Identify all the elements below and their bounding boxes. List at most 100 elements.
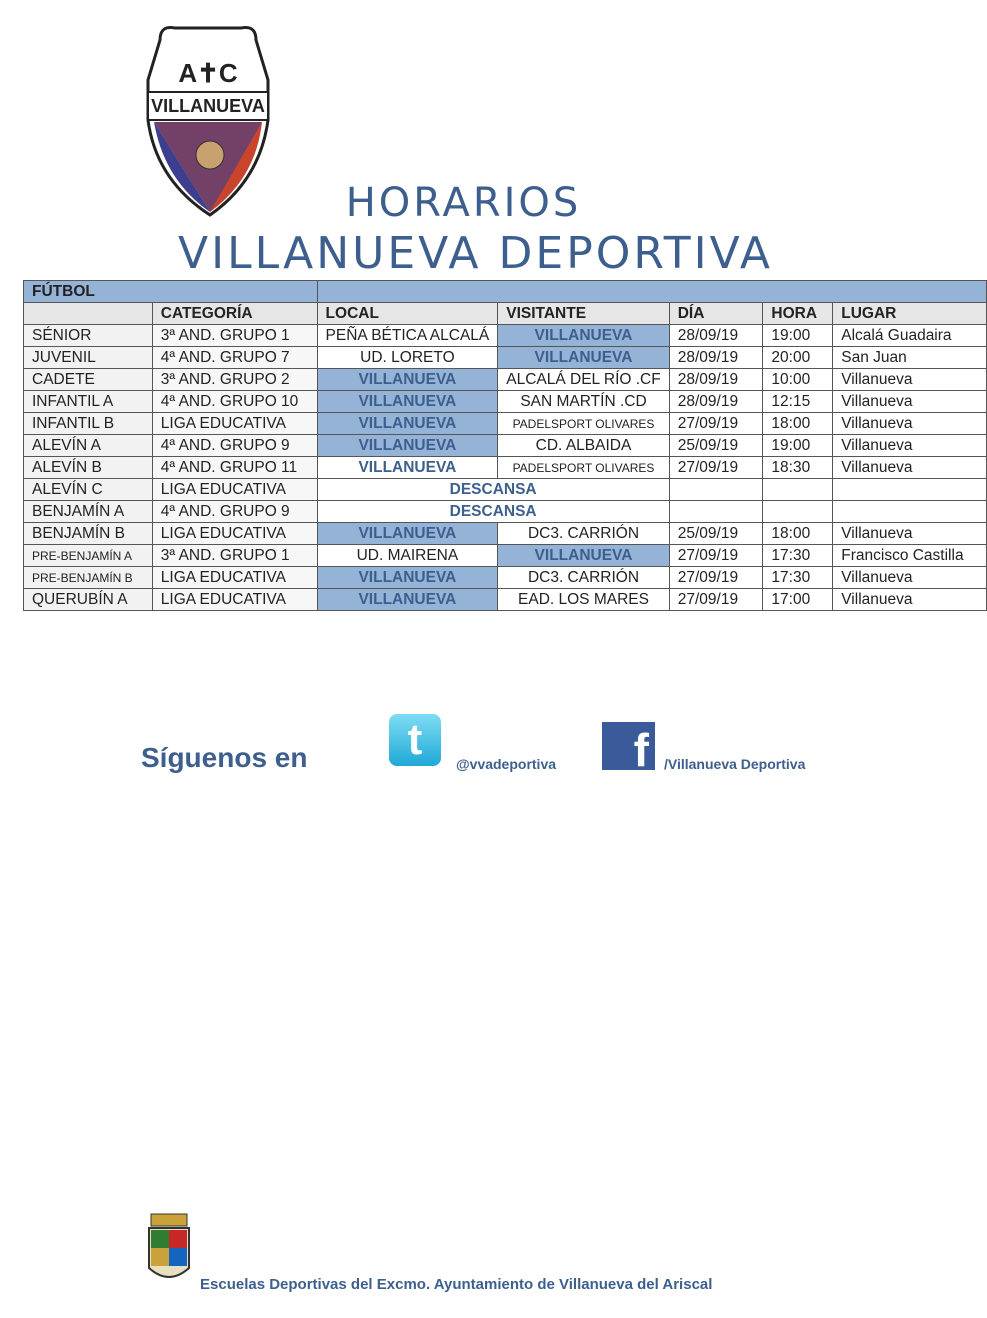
lugar-cell: Villanueva <box>832 522 987 545</box>
visitante-cell: VILLANUEVA <box>497 346 670 369</box>
lugar-cell: Villanueva <box>832 456 987 479</box>
dia-cell: 27/09/19 <box>668 544 764 567</box>
facebook-handle[interactable]: /Villanueva Deportiva <box>664 756 806 772</box>
visitante-cell: VILLANUEVA <box>497 544 670 567</box>
local-cell: VILLANUEVA <box>316 456 499 479</box>
hora-cell: 12:15 <box>762 390 834 413</box>
equipo-cell: PRE-BENJAMÍN A <box>23 544 153 567</box>
categoria-cell: LIGA EDUCATIVA <box>151 566 318 589</box>
categoria-cell: LIGA EDUCATIVA <box>151 588 318 611</box>
club-logo: VILLANUEVA A✝C <box>146 26 270 217</box>
hora-cell: 18:00 <box>762 522 834 545</box>
equipo-cell: ALEVÍN B <box>23 456 153 479</box>
dia-cell: 27/09/19 <box>668 588 764 611</box>
hora-cell: 19:00 <box>762 434 834 457</box>
lugar-cell: Villanueva <box>832 434 987 457</box>
dia-cell: 28/09/19 <box>668 324 764 347</box>
equipo-cell: SÉNIOR <box>23 324 153 347</box>
lugar-cell: Villanueva <box>832 588 987 611</box>
hora-cell: 17:30 <box>762 544 834 567</box>
table-row: INFANTIL A 4ª AND. GRUPO 10 VILLANUEVA SAN … <box>23 390 987 413</box>
follow-us-label: Síguenos en <box>141 742 308 773</box>
visitante-cell: SAN MARTÍN .CD <box>497 390 670 413</box>
equipo-cell: BENJAMÍN A <box>23 500 153 523</box>
visitante-cell: VILLANUEVA <box>497 324 670 347</box>
footer-text: Escuelas Deportivas del Excmo. Ayuntamie… <box>200 1276 713 1293</box>
local-cell: VILLANUEVA <box>316 522 499 545</box>
local-cell: VILLANUEVA <box>316 390 499 413</box>
lugar-cell: Francisco Castilla <box>832 544 987 567</box>
hora-cell: 17:00 <box>762 588 834 611</box>
table-row: INFANTIL B LIGA EDUCATIVA VILLANUEVA PADELS… <box>23 412 987 435</box>
visitante-cell: PADELSPORT OLIVARES <box>497 456 670 479</box>
header-cell: LOCAL <box>316 302 499 325</box>
lugar-cell: Villanueva <box>832 390 987 413</box>
lugar-cell: Alcalá Guadaira <box>832 324 987 347</box>
dia-cell: 28/09/19 <box>668 368 764 391</box>
lugar-cell: Villanueva <box>832 368 987 391</box>
table-row: BENJAMÍN A 4ª AND. GRUPO 9 DESCANSA <box>23 500 987 523</box>
hora-cell: 20:00 <box>762 346 834 369</box>
dia-cell: 27/09/19 <box>668 412 764 435</box>
hora-cell: 18:00 <box>762 412 834 435</box>
local-cell: PEÑA BÉTICA ALCALÁ <box>316 324 499 347</box>
local-cell: VILLANUEVA <box>316 412 499 435</box>
dia-cell: 28/09/19 <box>668 390 764 413</box>
equipo-cell: BENJAMÍN B <box>23 522 153 545</box>
categoria-cell: LIGA EDUCATIVA <box>151 412 318 435</box>
categoria-cell: 3ª AND. GRUPO 1 <box>151 544 318 567</box>
visitante-cell: CD. ALBAIDA <box>497 434 670 457</box>
local-cell: VILLANUEVA <box>316 434 499 457</box>
visitante-cell: EAD. LOS MARES <box>497 588 670 611</box>
dia-cell: 25/09/19 <box>668 434 764 457</box>
categoria-cell: 4ª AND. GRUPO 11 <box>151 456 318 479</box>
municipal-crest-icon <box>148 1213 190 1278</box>
header-row: CATEGORÍA LOCAL VISITANTE DÍA HORA LUGAR <box>23 302 987 325</box>
header-cell: VISITANTE <box>497 302 670 325</box>
twitter-icon[interactable]: t <box>389 714 441 766</box>
categoria-cell: 3ª AND. GRUPO 1 <box>151 324 318 347</box>
equipo-cell: ALEVÍN A <box>23 434 153 457</box>
hora-cell: 17:30 <box>762 566 834 589</box>
visitante-cell: DC3. CARRIÓN <box>497 566 670 589</box>
table-row: ALEVÍN C LIGA EDUCATIVA DESCANSA <box>23 478 987 501</box>
section-label: FÚTBOL <box>23 280 318 303</box>
table-row: QUERUBÍN A LIGA EDUCATIVA VILLANUEVA EAD. L… <box>23 588 987 611</box>
lugar-cell: Villanueva <box>832 566 987 589</box>
dia-cell: 28/09/19 <box>668 346 764 369</box>
header-cell: HORA <box>762 302 834 325</box>
hora-cell: 19:00 <box>762 324 834 347</box>
descansa-cell: DESCANSA <box>316 478 670 501</box>
dia-cell: 25/09/19 <box>668 522 764 545</box>
lugar-cell: Villanueva <box>832 412 987 435</box>
twitter-handle[interactable]: @vvadeportiva <box>456 756 557 772</box>
equipo-cell: ALEVÍN C <box>23 478 153 501</box>
local-cell: UD. LORETO <box>316 346 499 369</box>
header-cell: LUGAR <box>832 302 987 325</box>
header-cell: CATEGORÍA <box>151 302 318 325</box>
categoria-cell: 4ª AND. GRUPO 7 <box>151 346 318 369</box>
table-row: ALEVÍN B 4ª AND. GRUPO 11 VILLANUEVA PADELS… <box>23 456 987 479</box>
equipo-cell: INFANTIL B <box>23 412 153 435</box>
table-row: BENJAMÍN B LIGA EDUCATIVA VILLANUEVA DC3. C… <box>23 522 987 545</box>
categoria-cell: 3ª AND. GRUPO 2 <box>151 368 318 391</box>
local-cell: VILLANUEVA <box>316 588 499 611</box>
title-line-1: HORARIOS <box>345 180 582 226</box>
visitante-cell: PADELSPORT OLIVARES <box>497 412 670 435</box>
equipo-cell: INFANTIL A <box>23 390 153 413</box>
hora-cell: 10:00 <box>762 368 834 391</box>
facebook-icon[interactable]: f <box>602 722 655 770</box>
categoria-cell: LIGA EDUCATIVA <box>151 478 318 501</box>
equipo-cell: PRE-BENJAMÍN B <box>23 566 153 589</box>
descansa-cell: DESCANSA <box>316 500 670 523</box>
local-cell: UD. MAIRENA <box>316 544 499 567</box>
table-row: JUVENIL 4ª AND. GRUPO 7 UD. LORETO VILLANUE… <box>23 346 987 369</box>
table-row: CADETE 3ª AND. GRUPO 2 VILLANUEVA ALCALÁ DE… <box>23 368 987 391</box>
visitante-cell: ALCALÁ DEL RÍO .CF <box>497 368 670 391</box>
visitante-cell: DC3. CARRIÓN <box>497 522 670 545</box>
header-cell <box>23 302 153 325</box>
local-cell: VILLANUEVA <box>316 566 499 589</box>
svg-text:VILLANUEVA: VILLANUEVA <box>151 96 265 116</box>
categoria-cell: 4ª AND. GRUPO 9 <box>151 500 318 523</box>
schedule-table: FÚTBOL CATEGORÍA LOCAL VISITANTE DÍA HOR… <box>23 280 987 611</box>
